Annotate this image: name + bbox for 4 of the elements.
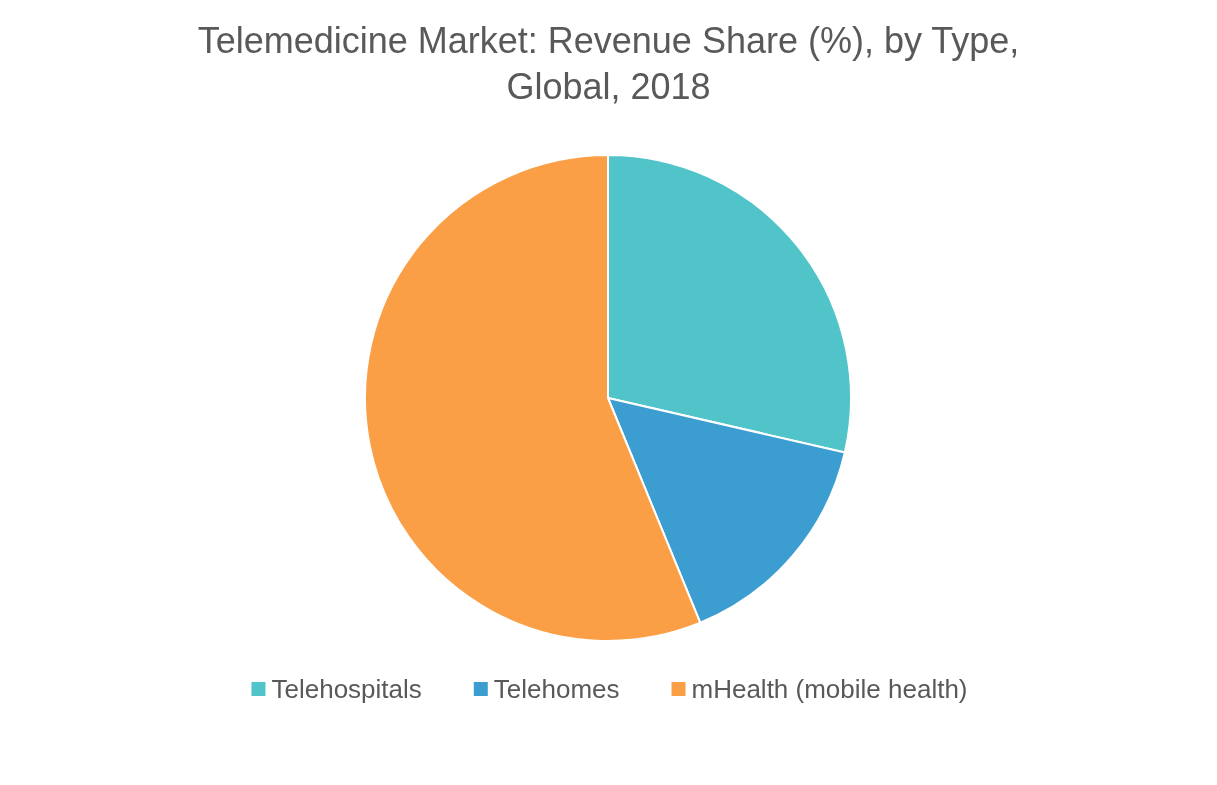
legend-label: Telehomes bbox=[493, 674, 620, 704]
legend-label: Telehospitals bbox=[271, 674, 422, 704]
legend-label: mHealth (mobile health) bbox=[691, 674, 968, 704]
chart-title: Telemedicine Market: Revenue Share (%), by Type, Global, 2018 bbox=[197, 19, 1020, 107]
